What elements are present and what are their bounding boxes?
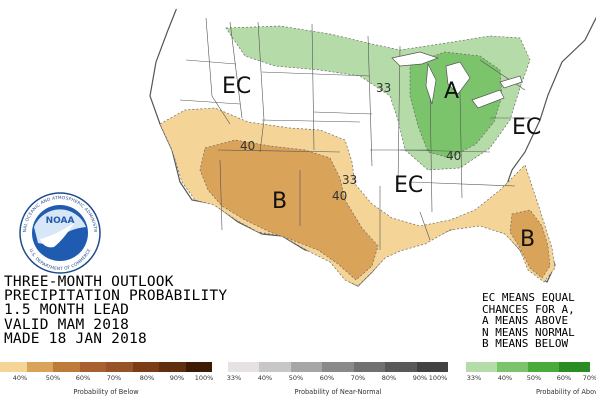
legend-below-swatches [0, 362, 212, 372]
legend-near-normal-tick: 50% [288, 374, 304, 382]
noaa-logo: NATIONAL OCEANIC AND ATMOSPHERIC ADMINIS… [19, 192, 101, 274]
ec-line-4: N MEANS NORMAL [482, 325, 575, 339]
legend-above: 33% 40% 50% 60% 70% Probability of Above [466, 362, 596, 403]
legend-swatch [53, 362, 80, 372]
legend-swatch [79, 362, 106, 372]
ec-line-2: CHANCES FOR A, [482, 302, 575, 316]
legend-below: 40% 50% 60% 70% 80% 90% 100% Probability… [0, 362, 214, 403]
outlook-info: THREE-MONTH OUTLOOK PRECIPITATION PROBAB… [4, 274, 228, 347]
region-label-ec-northeast: EC [512, 115, 541, 140]
contour-label-33-north: 33 [376, 81, 391, 95]
ec-explanation: EC MEANS EQUAL CHANCES FOR A, A MEANS AB… [482, 292, 575, 350]
legend-below-tick: 80% [139, 374, 155, 382]
legend-below-tick: 60% [75, 374, 91, 382]
legend-below-ticks: 40% 50% 60% 70% 80% 90% 100% [0, 374, 214, 386]
legend-swatch [0, 362, 27, 372]
legend-swatch [353, 362, 386, 372]
legend-near-normal-tick: 40% [257, 374, 273, 382]
legend-below-tick: 100% [194, 374, 214, 382]
legend-near-normal: 33% 40% 50% 60% 70% 80% 90% 100% Probabi… [226, 362, 448, 403]
legend-swatch [528, 362, 559, 372]
legend-swatch [259, 362, 291, 372]
below-40-area [199, 139, 379, 281]
legend-above-swatches [466, 362, 596, 372]
region-label-ec-southeast: EC [394, 173, 423, 198]
legend-near-normal-tick: 33% [226, 374, 242, 382]
legend-above-tick: 60% [556, 374, 572, 382]
legend-swatch [385, 362, 417, 372]
legend-above-tick: 50% [526, 374, 542, 382]
legend-swatch [132, 362, 159, 372]
legend-below-tick: 40% [12, 374, 28, 382]
canada-land [170, 0, 596, 42]
legend-near-normal-tick: 60% [319, 374, 335, 382]
contour-label-40-west: 40 [240, 139, 255, 153]
info-line-valid: VALID MAM 2018 [4, 316, 130, 333]
legend-near-normal-title: Probability of Near-Normal [294, 388, 382, 396]
legend-swatch [559, 362, 590, 372]
legend-near-normal-tick: 90% [412, 374, 428, 382]
legend-swatch [322, 362, 354, 372]
legend-below-tick: 90% [169, 374, 185, 382]
great-lakes [391, 51, 523, 109]
legend-near-normal-tick: 100% [428, 374, 448, 382]
contour-label-33-south: 33 [342, 173, 357, 187]
info-line-lead: 1.5 MONTH LEAD [4, 302, 130, 319]
info-line-title: THREE-MONTH OUTLOOK [4, 274, 174, 290]
below-40-florida [509, 209, 551, 279]
legend-near-normal-ticks: 33% 40% 50% 60% 70% 80% 90% 100% [226, 374, 448, 386]
region-label-ec-west: EC [222, 74, 251, 99]
legend-swatch [416, 362, 448, 372]
legend-above-tick: 33% [466, 374, 482, 382]
legend-swatch [497, 362, 528, 372]
region-label-below-florida: B [520, 227, 535, 252]
legend-swatch [106, 362, 133, 372]
legend-swatch [466, 362, 497, 372]
region-label-above: A [444, 79, 459, 104]
ec-line-1: EC MEANS EQUAL [482, 291, 575, 304]
legend-swatch [185, 362, 212, 372]
contour-label-40-south: 40 [332, 189, 347, 203]
contour-label-40-ohio: 40 [446, 149, 461, 163]
legend-swatch [290, 362, 323, 372]
info-line-made: MADE 18 JAN 2018 [4, 330, 147, 347]
legend-near-normal-swatches [228, 362, 448, 372]
legend-above-tick: 70% [582, 374, 596, 382]
legend-below-title: Probability of Below [73, 388, 139, 396]
region-label-below-southwest: B [272, 189, 287, 214]
legend-swatch [26, 362, 53, 372]
legend-above-tick: 40% [497, 374, 513, 382]
logo-text: NOAA [46, 216, 75, 226]
legend-near-normal-tick: 80% [381, 374, 397, 382]
state-borders [179, 17, 530, 250]
legend-swatch [228, 362, 260, 372]
info-line-variable: PRECIPITATION PROBABILITY [4, 288, 228, 305]
legend-below-tick: 70% [106, 374, 122, 382]
ec-line-5: B MEANS BELOW [482, 337, 569, 351]
legend-above-title: Probability of Above [536, 388, 596, 396]
legend-above-ticks: 33% 40% 50% 60% 70% [466, 374, 596, 386]
legend-below-tick: 50% [45, 374, 61, 382]
legend-near-normal-tick: 70% [350, 374, 366, 382]
ec-line-3: A MEANS ABOVE [482, 314, 569, 328]
legend-swatch [159, 362, 186, 372]
